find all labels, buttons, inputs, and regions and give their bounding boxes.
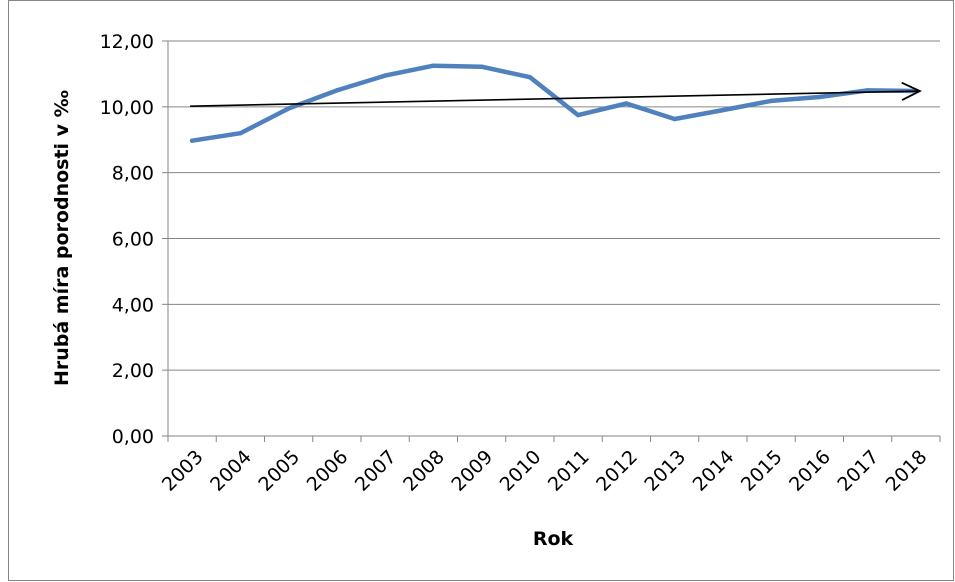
data-point: [720, 107, 726, 113]
data-point: [334, 88, 340, 93]
series-line: [189, 63, 919, 143]
y-tick-label: 2,00: [112, 360, 154, 382]
trendline: [190, 90, 920, 107]
y-tick-label: 4,00: [112, 294, 154, 316]
data-point: [238, 130, 243, 136]
chart-border: [8, 0, 954, 581]
data-point: [768, 98, 774, 104]
x-axis-title: Rok: [533, 528, 574, 550]
data-point: [479, 64, 484, 69]
y-tick-label: 6,00: [112, 229, 154, 251]
data-point: [431, 63, 436, 68]
y-tick-labels: 0,00 2,00 4,00 6,00 8,00 10,00 12,00: [100, 31, 154, 448]
data-point: [527, 75, 533, 80]
trendline-layer: [190, 81, 922, 107]
y-tick-label: 8,00: [112, 163, 154, 185]
data-point: [575, 112, 581, 118]
data-point: [189, 138, 195, 143]
trendline-arrowhead: [901, 81, 922, 101]
data-point: [672, 116, 677, 122]
data-point: [817, 94, 822, 100]
data-point: [286, 106, 291, 111]
y-tick-label: 12,00: [100, 31, 154, 53]
axes: [162, 40, 941, 442]
y-tick-label: 0,00: [112, 426, 154, 448]
data-point: [624, 101, 629, 106]
y-tick-label: 10,00: [100, 97, 154, 119]
y-axis-title: Hrubá míra porodnosti v ‰: [51, 90, 73, 386]
data-point: [382, 73, 388, 78]
